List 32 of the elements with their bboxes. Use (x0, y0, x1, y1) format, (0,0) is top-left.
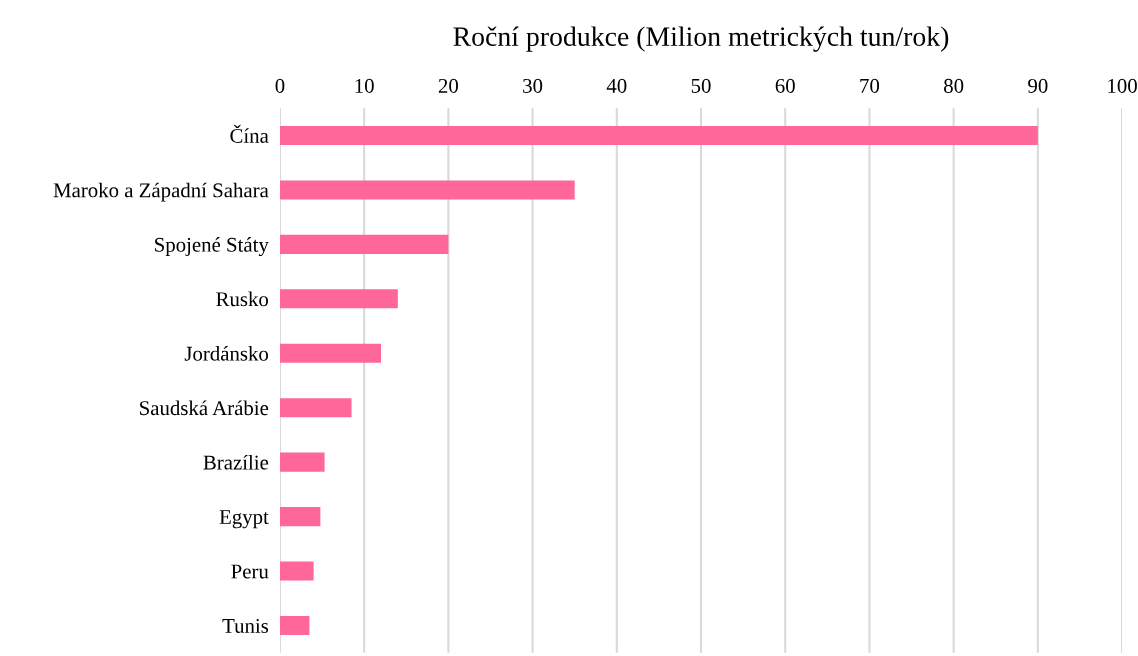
bar (279, 343, 381, 363)
y-tick-label: Tunis (222, 618, 269, 633)
y-tick-label: Rusko (216, 291, 269, 307)
y-tick-label: Saudská Arábie (140, 400, 269, 416)
x-tick-label: 0 (275, 78, 285, 93)
x-tick-label: 40 (606, 78, 627, 93)
x-tick-label: 30 (523, 78, 543, 93)
y-tick-label: Peru (231, 564, 269, 579)
bar (279, 180, 575, 200)
y-tick-label: Jordánsko (184, 346, 269, 361)
y-tick-label: Spojené Státy (155, 237, 269, 257)
bar (279, 452, 325, 472)
x-tick-label: 100 (1108, 78, 1137, 93)
y-tick-label: Maroko a Západní Sahara (53, 182, 269, 202)
x-tick-label: 90 (1028, 78, 1048, 93)
x-tick-label: 80 (944, 78, 964, 93)
chart-title: Roční produkce (Milion metrických tun/rok) (453, 26, 949, 52)
bar (279, 615, 310, 636)
bar (279, 234, 449, 254)
x-tick-label: 20 (438, 78, 458, 93)
bar (279, 398, 352, 418)
x-tick-label: 70 (860, 78, 880, 93)
x-tick-label: 10 (355, 78, 374, 93)
y-tick-label: Čína (230, 124, 269, 143)
bar (279, 561, 314, 581)
x-tick-label: 60 (775, 78, 795, 93)
x-tick-label: 50 (691, 78, 711, 93)
bar (279, 125, 1038, 145)
bar (279, 507, 321, 527)
bar (279, 289, 398, 309)
y-tick-label: Egypt (219, 510, 269, 529)
y-tick-label: Brazílie (203, 454, 269, 470)
